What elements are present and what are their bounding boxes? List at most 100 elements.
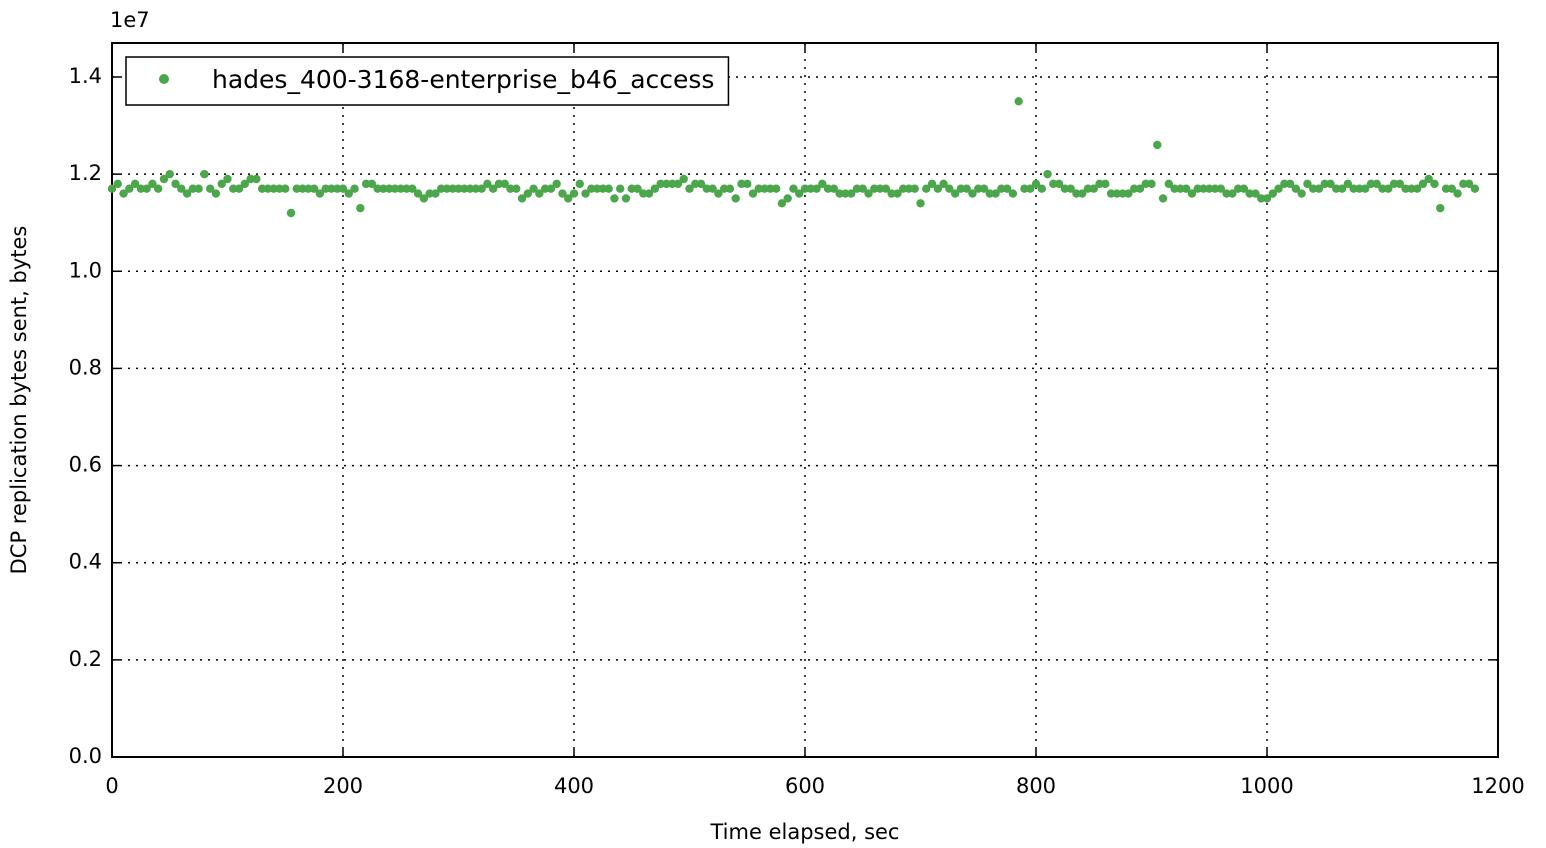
- y-tick-label: 1.0: [69, 258, 102, 282]
- data-point: [1187, 189, 1197, 198]
- data-point: [771, 184, 781, 193]
- data-point: [367, 179, 377, 189]
- data-point: [1233, 184, 1243, 193]
- data-point: [130, 179, 140, 189]
- data-point: [512, 184, 521, 193]
- data-point: [200, 169, 209, 179]
- data-point: [1326, 179, 1335, 189]
- data-point: [535, 189, 544, 198]
- data-point: [159, 174, 169, 184]
- data-point: [1228, 189, 1237, 198]
- data-point: [517, 194, 527, 203]
- data-point: [356, 203, 365, 213]
- x-tick-label: 800: [1016, 774, 1056, 798]
- data-point: [1026, 184, 1035, 193]
- data-point: [1164, 179, 1174, 189]
- data-point: [841, 189, 850, 198]
- data-point: [1389, 179, 1399, 189]
- data-point: [1153, 140, 1162, 150]
- data-point: [1285, 179, 1295, 189]
- data-point: [904, 184, 914, 193]
- data-point: [269, 184, 278, 193]
- data-point: [1147, 179, 1156, 189]
- data-point: [927, 179, 937, 189]
- data-point: [1008, 189, 1018, 198]
- data-point: [569, 189, 579, 198]
- data-point: [558, 189, 567, 198]
- data-point: [702, 184, 712, 193]
- data-point: [1401, 184, 1410, 193]
- data-point: [338, 184, 348, 193]
- data-point: [1407, 184, 1416, 193]
- data-point: [252, 174, 261, 184]
- data-point: [396, 184, 405, 193]
- data-point: [431, 189, 440, 198]
- data-point: [887, 189, 896, 198]
- data-point: [211, 189, 221, 198]
- data-point: [471, 184, 481, 193]
- data-point: [390, 184, 400, 193]
- data-point: [1043, 169, 1052, 179]
- data-point: [1031, 179, 1041, 189]
- data-point: [500, 179, 509, 189]
- data-point: [696, 179, 706, 189]
- data-point: [1464, 179, 1474, 189]
- data-point: [257, 184, 267, 193]
- data-point: [708, 184, 717, 193]
- x-tick-label: 400: [554, 774, 594, 798]
- data-point: [737, 179, 746, 189]
- data-point: [182, 189, 192, 198]
- data-point: [985, 189, 994, 198]
- data-point: [321, 184, 330, 193]
- data-point: [107, 184, 117, 193]
- x-tick-label: 0: [105, 774, 118, 798]
- data-point: [1412, 184, 1422, 193]
- data-point: [223, 174, 232, 184]
- data-point: [1083, 184, 1093, 193]
- data-point: [1205, 184, 1214, 193]
- data-point: [1245, 189, 1254, 198]
- data-point: [760, 184, 769, 193]
- data-point: [488, 184, 498, 193]
- data-point: [691, 179, 700, 189]
- data-point: [344, 189, 353, 198]
- data-point: [587, 184, 596, 193]
- data-point: [540, 184, 550, 193]
- data-point: [154, 184, 163, 193]
- data-point: [789, 184, 798, 193]
- data-point: [385, 184, 394, 193]
- data-point: [460, 184, 469, 193]
- data-point: [916, 199, 925, 208]
- data-point: [766, 184, 775, 193]
- data-point: [662, 179, 671, 189]
- data-point: [292, 184, 301, 193]
- data-point: [113, 179, 122, 189]
- data-point: [1360, 184, 1370, 193]
- data-point: [1135, 184, 1145, 193]
- data-point: [1002, 184, 1012, 193]
- data-point: [454, 184, 463, 193]
- y-tick-label: 1.2: [69, 161, 102, 185]
- data-point: [621, 194, 631, 203]
- data-point: [529, 184, 538, 193]
- data-point: [783, 194, 792, 203]
- data-point: [408, 184, 417, 193]
- data-point: [419, 194, 429, 203]
- data-point: [1124, 189, 1133, 198]
- data-point: [667, 179, 677, 189]
- data-point: [263, 184, 273, 193]
- data-point: [656, 179, 665, 189]
- data-point: [194, 184, 203, 193]
- data-point: [1193, 184, 1202, 193]
- data-point: [870, 184, 879, 193]
- data-point: [1372, 179, 1381, 189]
- data-point: [644, 189, 654, 198]
- data-point: [1176, 184, 1185, 193]
- y-axis-label: DCP replication bytes sent, bytes: [7, 226, 31, 575]
- y-tick-label: 0.8: [69, 355, 102, 379]
- data-point: [725, 184, 735, 193]
- data-point: [1112, 189, 1122, 198]
- data-point: [1436, 203, 1445, 213]
- data-point: [1129, 184, 1139, 193]
